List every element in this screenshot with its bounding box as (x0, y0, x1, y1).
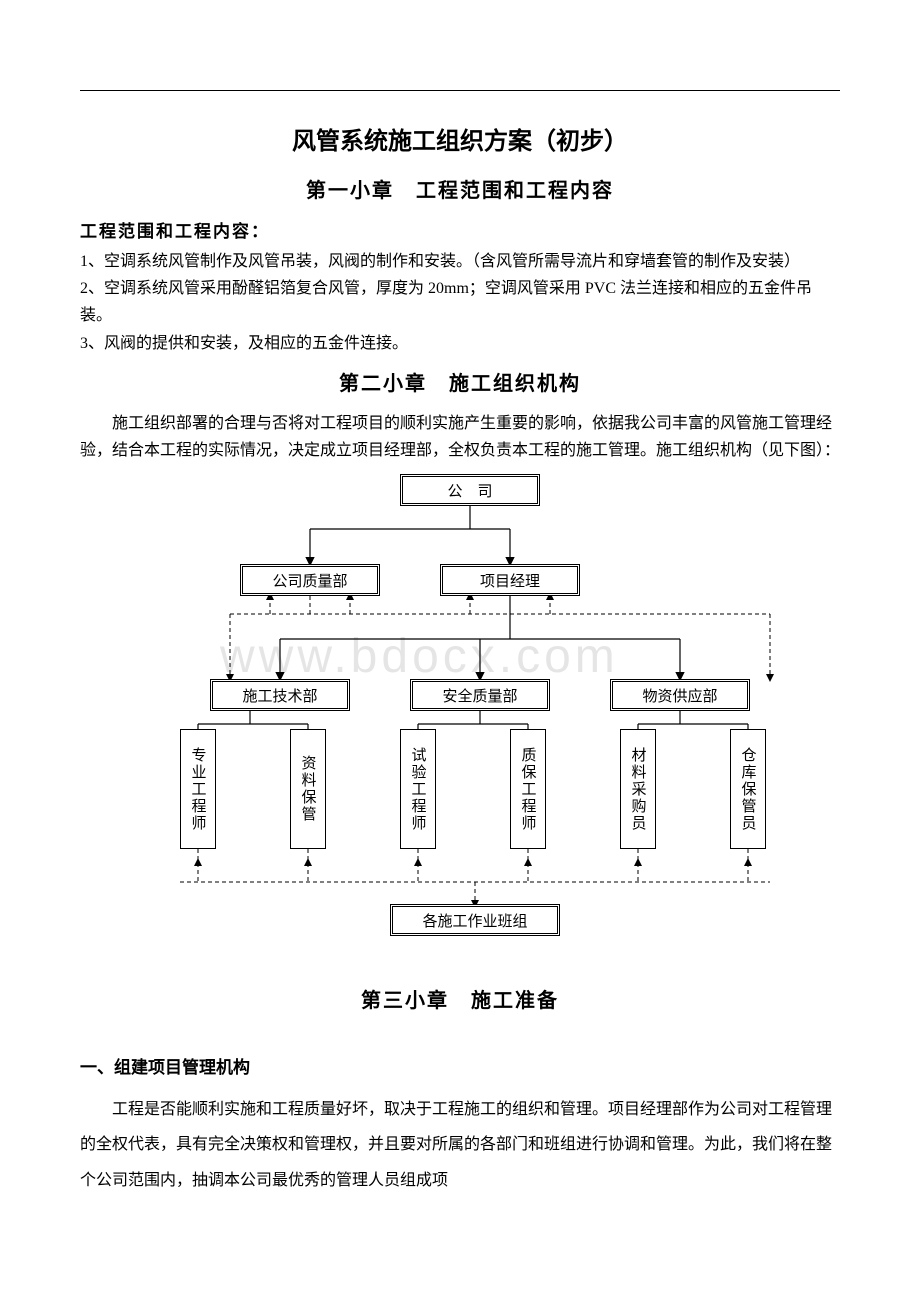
chapter2-p1: 施工组织部署的合理与否将对工程项目的顺利实施产生重要的影响，依据我公司丰富的风管… (80, 410, 840, 464)
node-teams: 各施工作业班组 (390, 904, 560, 936)
chapter1-p2: 2、空调系统风管采用酚醛铝箔复合风管，厚度为 20mm；空调风管采用 PVC 法… (80, 275, 840, 329)
chapter2-heading: 第二小章 施工组织机构 (80, 367, 840, 396)
node-pm: 项目经理 (440, 564, 580, 596)
node-quality: 公司质量部 (240, 564, 380, 596)
doc-title: 风管系统施工组织方案（初步） (80, 121, 840, 156)
node-v3: 试验工程师 (400, 729, 436, 849)
node-v1: 专业工程师 (180, 729, 216, 849)
chapter1-subheading: 工程范围和工程内容： (80, 217, 840, 242)
chapter1-p1: 1、空调系统风管制作及风管吊装，风阀的制作和安装。（含风管所需导流片和穿墙套管的… (80, 248, 840, 275)
chapter3-heading: 第三小章 施工准备 (80, 984, 840, 1013)
node-v4: 质保工程师 (510, 729, 546, 849)
node-v5: 材料采购员 (620, 729, 656, 849)
chapter1-p3: 3、风阀的提供和安装，及相应的五金件连接。 (80, 330, 840, 357)
node-v2: 资料保管 (290, 729, 326, 849)
node-tech: 施工技术部 (210, 679, 350, 711)
node-v6: 仓库保管员 (730, 729, 766, 849)
chapter1-heading: 第一小章 工程范围和工程内容 (80, 174, 840, 203)
node-company: 公 司 (400, 474, 540, 506)
chapter3-p1: 工程是否能顺利实施和工程质量好坏，取决于工程施工的组织和管理。项目经理部作为公司… (80, 1092, 840, 1198)
node-safety: 安全质量部 (410, 679, 550, 711)
org-chart: www.bdocx.com (110, 474, 810, 944)
node-material: 物资供应部 (610, 679, 750, 711)
chapter3-sub1: 一、组建项目管理机构 (80, 1053, 840, 1078)
top-rule (80, 90, 840, 91)
